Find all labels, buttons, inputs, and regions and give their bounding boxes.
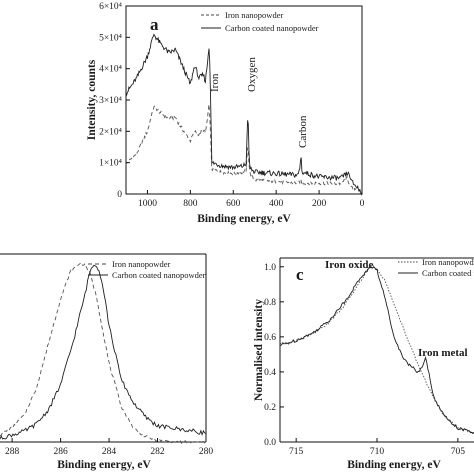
- panel-a-x-tick-label: 600: [226, 199, 241, 209]
- panel-a-x-tick-label: 1000: [138, 199, 157, 209]
- panel-c-x-tick-label: 715: [289, 447, 304, 457]
- panel-b-legend-label-iron: Iron nanopowder: [112, 259, 170, 269]
- panel-a-legend-label-iron: Iron nanopowder: [225, 10, 283, 20]
- panel-b-x-tick-label: 284: [102, 447, 117, 457]
- panel-b-x-tick-label: 288: [5, 447, 20, 457]
- panel-a-y-tick-label: 6×10⁴: [99, 2, 123, 12]
- panel-c-series-group: [279, 265, 474, 435]
- panel-c-y-tick-label: 0.6: [264, 333, 276, 343]
- panel-a: 1000 800 600 400 200 0 0 1×10⁴ 2×10⁴ 3×10⁴ 4×10⁴ 5…: [86, 2, 365, 225]
- panel-c-y-tick-label: 1.0: [264, 263, 276, 273]
- panel-c-y-tick-label: 0.4: [264, 368, 276, 378]
- panel-a-x-tick-label: 400: [269, 199, 284, 209]
- panel-b-legend-label-carbon: Carbon coated nanopowder: [112, 270, 206, 280]
- panel-b-x-tick-label: 282: [150, 447, 165, 457]
- panel-a-x-tick-label: 0: [360, 199, 365, 209]
- panel-a-x-axis-title: Binding energy, eV: [197, 213, 291, 225]
- panel-a-y-tick-label: 1×10⁴: [99, 159, 123, 169]
- panel-c-x-axis-title: Binding energy, eV: [347, 459, 441, 471]
- panel-c-x-ticks: 715 710 705: [289, 438, 465, 457]
- panel-a-y-tick-label: 2×10⁴: [99, 127, 123, 137]
- panel-a-letter: a: [150, 15, 159, 34]
- panel-b-x-axis-title: Binding energy, eV: [57, 459, 151, 471]
- panel-b-x-tick-label: 280: [199, 447, 214, 457]
- panel-c-y-axis-title: Normalised intensity: [253, 299, 265, 401]
- panel-a-x-tick-label: 200: [312, 199, 327, 209]
- panel-b-x-ticks: 288 286 284 282 280: [5, 438, 213, 457]
- panel-c-annotation-iron-oxide: Iron oxide: [325, 259, 374, 271]
- panel-a-y-tick-label: 0: [117, 190, 122, 200]
- panel-a-x-ticks: 1000 800 600 400 200 0: [138, 190, 365, 209]
- panel-b-x-tick-label: 286: [53, 447, 68, 457]
- panel-a-x-tick-label: 800: [183, 199, 198, 209]
- panel-a-legend-label-carbon: Carbon coated nanopowder: [225, 23, 319, 33]
- panel-c-y-ticks: 0.0 0.2 0.4 0.6 0.8 1.0: [264, 263, 284, 448]
- panel-a-y-ticks: 0 1×10⁴ 2×10⁴ 3×10⁴ 4×10⁴ 5×10⁴ 6×10⁴: [99, 2, 130, 200]
- panel-c-x-tick-label: 705: [451, 447, 466, 457]
- panel-a-series-carbon-line: [125, 33, 363, 196]
- panel-a-annotation-carbon: Carbon: [297, 115, 309, 148]
- panel-c-series-carbon-line: [279, 266, 474, 435]
- panel-c-y-tick-label: 0.0: [264, 438, 276, 448]
- panel-b-series-carbon-line: [0, 264, 207, 440]
- panel-b-series-iron-line: [0, 261, 207, 445]
- panel-a-y-tick-label: 3×10⁴: [99, 96, 123, 106]
- panel-c-letter: c: [296, 265, 304, 284]
- panel-a-annotation-oxygen: Oxygen: [246, 57, 258, 92]
- panel-c-x-tick-label: 710: [370, 447, 385, 457]
- panel-a-legend: Iron nanopowder Carbon coated nanopowder: [201, 10, 319, 33]
- panel-a-y-tick-label: 5×10⁴: [99, 33, 123, 43]
- panel-c-y-tick-label: 0.2: [264, 403, 276, 413]
- panel-c-legend-label-iron: Iron nanopowder: [422, 257, 474, 267]
- panel-b-series-group: [0, 261, 207, 445]
- panel-a-series-group: [125, 33, 363, 196]
- panel-a-y-tick-label: 4×10⁴: [99, 65, 123, 75]
- panel-a-y-axis-title: Intensity, counts: [86, 59, 98, 140]
- panel-a-series-iron-line: [125, 104, 363, 194]
- panel-a-annotation-iron: Iron: [209, 73, 221, 92]
- panel-c-legend: Iron nanopowder Carbon coated nanopowder: [398, 257, 474, 278]
- panel-c: 715 710 705 0.0 0.2 0.4 0.6 0.8 1.0 c Iron oxid…: [253, 257, 474, 471]
- panel-b: 288 286 284 282 280 Iron nanopowder Carbon c…: [0, 253, 213, 471]
- panel-a-plot-frame: [125, 5, 363, 195]
- panel-c-y-tick-label: 0.8: [264, 298, 276, 308]
- panel-c-legend-label-carbon: Carbon coated nanopowder: [422, 268, 474, 278]
- panel-c-annotation-iron-metal: Iron metal: [418, 347, 468, 359]
- panel-b-legend: Iron nanopowder Carbon coated nanopowder: [88, 259, 206, 280]
